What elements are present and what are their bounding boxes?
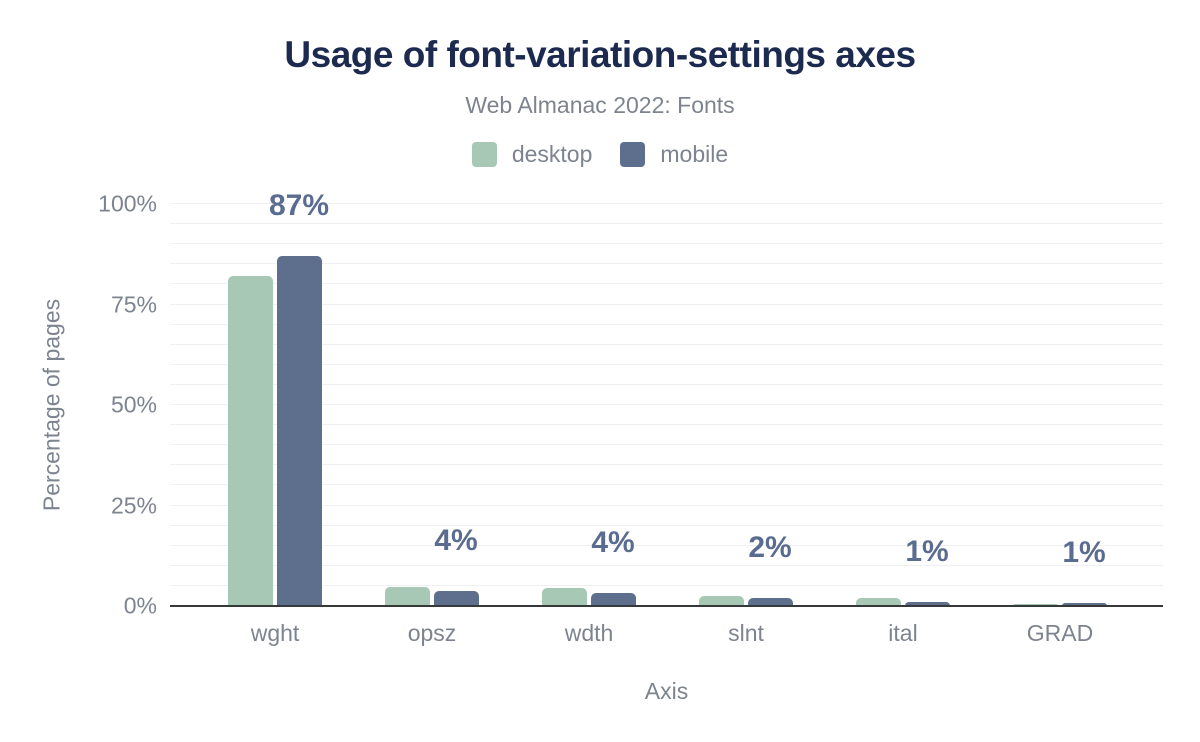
y-tick-75: 75% (110, 291, 157, 317)
legend-label-desktop: desktop (511, 141, 593, 167)
bar-value-label: 1% (905, 534, 949, 568)
bar-mobile (434, 591, 479, 606)
bar-mobile (277, 256, 322, 606)
gridline (170, 323, 1163, 325)
bar-mobile (905, 601, 950, 606)
bar-mobile (748, 598, 793, 606)
legend-item-desktop: desktop (471, 141, 593, 168)
x-tick-label: opsz (407, 620, 457, 646)
y-axis-title: Percentage of pages (38, 298, 65, 512)
category-group-slnt: 2% slnt (699, 204, 793, 646)
y-tick-25: 25% (110, 492, 157, 518)
gridline (170, 303, 1163, 305)
bar-desktop (542, 587, 587, 606)
gridline (170, 464, 1163, 466)
plot-area: 100% 75% 50% 25% 0% 87% wght 4% opsz 4% (98, 189, 1163, 646)
category-group-GRAD: 1% GRAD (1013, 204, 1107, 646)
gridline (170, 544, 1163, 546)
category-group-ital: 1% ital (856, 204, 950, 646)
x-axis-line (170, 605, 1163, 607)
bar-value-label: 4% (591, 525, 635, 559)
bar-pair (856, 598, 950, 606)
y-tick-50: 50% (110, 391, 157, 418)
bar-value-label: 2% (748, 531, 792, 565)
category-group-opsz: 4% opsz (385, 204, 479, 646)
x-tick-label: wdth (564, 620, 614, 646)
gridline (170, 243, 1163, 245)
bar-pair (1013, 602, 1107, 606)
bar-desktop (385, 586, 430, 606)
category-group-wdth: 4% wdth (542, 204, 636, 646)
legend-label-mobile: mobile (660, 141, 729, 167)
bar-desktop (228, 276, 273, 606)
chart-title: Usage of font-variation-settings axes (284, 34, 916, 75)
y-tick-100: 100% (98, 190, 157, 217)
bar-pair (228, 256, 322, 606)
x-tick-label: ital (888, 620, 918, 646)
legend: desktop mobile (0, 141, 1200, 168)
gridline (170, 383, 1163, 385)
gridline (170, 343, 1163, 345)
gridline (170, 504, 1163, 506)
gridline (170, 223, 1163, 225)
bar-desktop (856, 598, 901, 606)
bar-value-label: 4% (434, 524, 478, 558)
bar-value-label: 1% (1062, 535, 1106, 569)
x-tick-label: slnt (728, 620, 764, 646)
gridline (170, 203, 1163, 204)
gridline (170, 404, 1163, 405)
legend-item-mobile: mobile (620, 141, 728, 168)
x-tick-label: GRAD (1026, 620, 1094, 646)
x-tick-label: wght (250, 620, 300, 646)
gridline (170, 584, 1163, 586)
legend-swatch-desktop (471, 142, 497, 167)
y-tick-0: 0% (123, 592, 157, 619)
chart-subtitle: Web Almanac 2022: Fonts (465, 92, 735, 118)
bar-pair (699, 596, 793, 606)
bar-mobile (591, 592, 636, 606)
bar-mobile (1062, 602, 1107, 606)
gridline (170, 564, 1163, 566)
legend-swatch-mobile (620, 142, 646, 167)
gridline (170, 263, 1163, 265)
category-group-wght: 87% wght (228, 189, 329, 646)
bar-pair (542, 587, 636, 606)
gridline (170, 424, 1163, 426)
bar-desktop (1013, 603, 1058, 606)
gridline (170, 444, 1163, 446)
bar-value-label: 87% (268, 189, 330, 223)
gridline (170, 484, 1163, 486)
gridline (170, 283, 1163, 285)
gridline (170, 363, 1163, 365)
x-axis-title: Axis (644, 678, 689, 704)
bar-pair (385, 586, 479, 606)
bar-desktop (699, 596, 744, 606)
gridline (170, 524, 1163, 526)
